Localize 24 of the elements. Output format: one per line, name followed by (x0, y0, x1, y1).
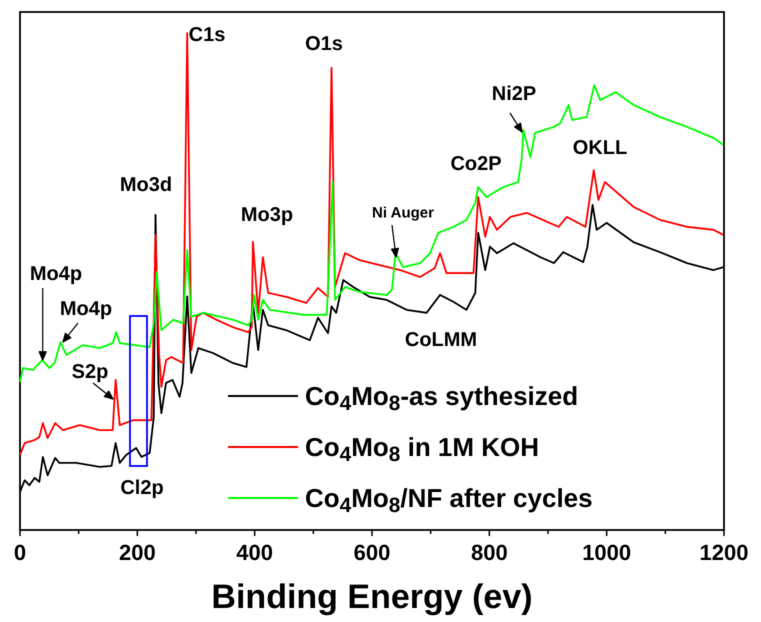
legend-label: Co$_{4}$Mo$_{8}$/NF after cycles (305, 483, 593, 518)
annotation: Mo3p (240, 204, 294, 226)
x-axis-title: Binding Energy (ev) (211, 578, 533, 616)
legend-label: Co$_{4}$Mo$_{8}$-as sythesized (305, 381, 578, 416)
annotation: O1s (305, 33, 343, 55)
annotation: CoLMM (404, 329, 478, 351)
x-tick-label: 1000 (582, 540, 632, 565)
annotation: Mo3d (120, 174, 172, 196)
annotation: Co2P (450, 153, 502, 175)
annotation: Mo4p (30, 263, 82, 285)
legend-label: Co$_{4}$Mo$_{8}$ in 1M KOH (305, 432, 540, 466)
x-tick-label: 1200 (700, 540, 748, 565)
annotation: Ni2P (492, 83, 536, 105)
annotation: C1s (188, 24, 226, 46)
x-tick-label: 0 (14, 540, 26, 565)
x-tick-label: 800 (470, 540, 508, 565)
annotation: Cl2p (120, 477, 164, 499)
x-tick-label: 600 (354, 540, 390, 565)
annotation: Mo4p (60, 298, 112, 320)
x-tick-label: 200 (118, 540, 156, 565)
x-tick-label: 400 (236, 540, 274, 565)
annotation: S2p (72, 361, 108, 383)
annotation: OKLL (572, 137, 628, 159)
annotation: Ni Auger (372, 204, 434, 222)
